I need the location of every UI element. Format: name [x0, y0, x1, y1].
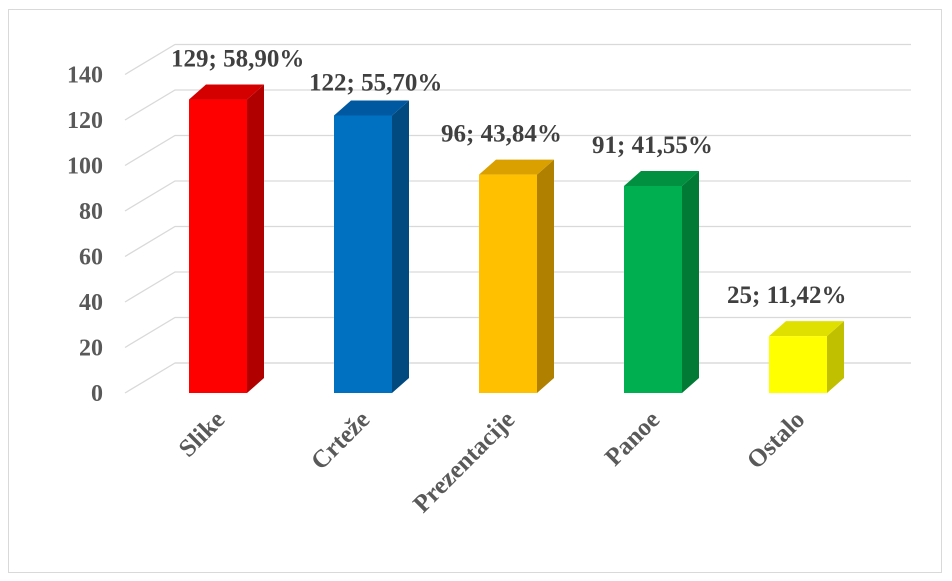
bar-slike [189, 84, 264, 394]
data-label: 129; 58,90% [171, 46, 304, 73]
y-tick-label: 140 [67, 63, 103, 89]
x-axis-categories: Slike Crteže Prezentacije Panoe Ostalo [174, 406, 810, 518]
gridline-120 [124, 89, 911, 121]
data-labels: 129; 58,90%122; 55,70% 96; 43,84% 91; 41,5… [171, 46, 846, 310]
y-tick-label: 0 [91, 381, 103, 407]
bar-crteže [334, 100, 409, 393]
category-label: Slike [174, 406, 230, 462]
y-tick-label: 60 [79, 245, 103, 271]
bar-top [479, 159, 554, 175]
bar-top [334, 100, 409, 116]
chart-frame: 0 20 40 60 80 100 120 140 Slike Crteže Prezentaci… [8, 9, 942, 573]
bar-panoe [624, 170, 699, 393]
bar-chart: 0 20 40 60 80 100 120 140 Slike Crteže Prezentaci… [67, 43, 911, 518]
y-tick-label: 100 [67, 154, 103, 180]
data-label: 122; 55,70% [309, 69, 442, 96]
bar-side [537, 159, 554, 393]
y-tick-label: 120 [67, 108, 103, 134]
bar-top [189, 84, 264, 100]
bar-front [624, 185, 682, 393]
bar-front [479, 174, 537, 393]
bar-side [247, 84, 264, 394]
y-tick-label: 80 [79, 199, 103, 225]
bar-side [682, 170, 699, 393]
category-label: Prezentacije [408, 406, 520, 518]
data-label: 25; 11,42% [727, 282, 846, 309]
y-axis-ticks: 0 20 40 60 80 100 120 140 [67, 63, 103, 408]
bars [189, 84, 844, 394]
gridline-140 [124, 43, 911, 76]
category-label: Crteže [306, 406, 375, 475]
gridline-100 [124, 134, 911, 167]
bar-side [392, 100, 409, 393]
bar-top [769, 321, 844, 337]
bar-front [189, 99, 247, 394]
bar-front [769, 336, 827, 393]
bar-top [624, 170, 699, 186]
category-label: Ostalo [742, 406, 810, 474]
bar-side [827, 321, 844, 393]
category-label: Panoe [600, 406, 665, 471]
data-label: 91; 41,55% [592, 132, 713, 159]
bar-prezentacije [479, 159, 554, 393]
data-label: 96; 43,84% [441, 121, 562, 148]
bar-front [334, 115, 392, 393]
y-tick-label: 40 [79, 290, 103, 316]
bar-ostalo [769, 321, 844, 393]
y-tick-label: 20 [79, 336, 103, 362]
